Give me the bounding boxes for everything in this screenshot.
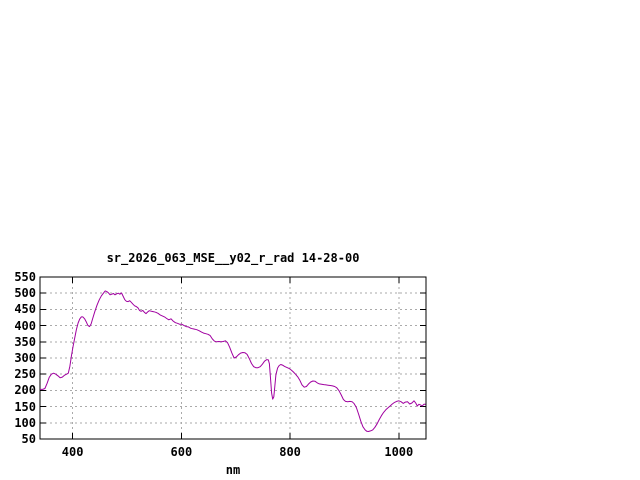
y-tick-label: 450 — [14, 302, 36, 317]
plot-frame — [39, 276, 427, 440]
x-tick-label: 400 — [61, 445, 84, 459]
x-tick-label: 600 — [170, 445, 193, 459]
x-tick-label: 1000 — [384, 445, 414, 459]
y-tick-label: 100 — [14, 415, 36, 430]
y-tick-label: 200 — [14, 383, 36, 398]
y-tick-label: 300 — [14, 351, 36, 365]
x-tick-label: 800 — [279, 445, 301, 459]
y-tick-label: 550 — [14, 270, 36, 284]
y-tick-label: 500 — [14, 286, 36, 301]
y-tick-label: 150 — [14, 399, 36, 414]
y-tick-label: 350 — [14, 334, 36, 349]
y-tick-label: 50 — [21, 432, 36, 446]
chart-title: sr_2026_063_MSE__y02_r_rad 14-28-00 — [106, 251, 360, 265]
y-tick-label: 250 — [14, 367, 36, 382]
x-axis-label: nm — [225, 463, 241, 477]
spectral-radiance-curve — [40, 290, 426, 432]
y-tick-label: 400 — [14, 318, 36, 333]
